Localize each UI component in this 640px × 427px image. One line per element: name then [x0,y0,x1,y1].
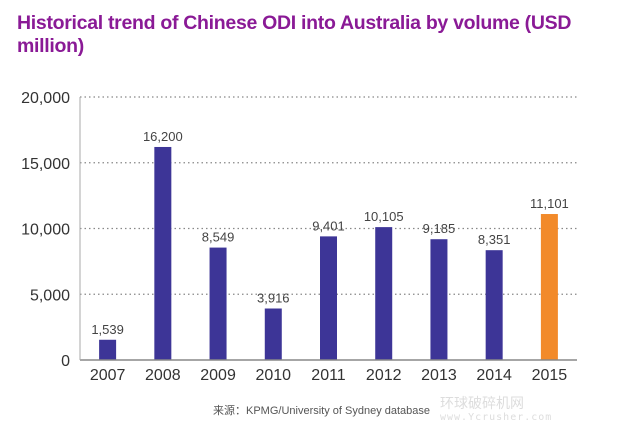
data-label: 1,539 [91,322,124,337]
y-tick-label: 10,000 [21,222,70,239]
x-tick-label: 2014 [476,367,512,384]
bar-2011 [320,236,337,360]
x-tick-label: 2008 [145,367,181,384]
data-label: 8,351 [478,232,511,247]
y-axis-ticks: 0 5,000 10,000 15,000 20,000 [21,90,70,370]
data-label: 16,200 [143,129,183,144]
data-label: 9,185 [423,221,456,236]
chart-title: Historical trend of Chinese ODI into Aus… [17,12,572,57]
y-tick-label: 0 [61,353,70,370]
y-tick-label: 15,000 [21,156,70,173]
watermark: 环球破碎机网 [440,396,524,412]
bar-2008 [154,146,172,360]
data-label: 11,101 [530,196,569,211]
x-tick-label: 2011 [311,367,346,384]
bar-2007 [99,339,117,360]
y-tick-label: 5,000 [30,287,70,304]
bar-2013 [430,239,448,360]
x-tick-label: 2009 [200,367,236,384]
x-tick-label: 2007 [90,367,126,384]
x-tick-label: 2012 [366,367,402,384]
bars [99,146,558,360]
x-tick-label: 2015 [532,367,568,384]
data-label: 8,549 [202,230,235,245]
data-labels: 1,539 16,200 8,549 3,916 9,401 10,105 9,185 8,3… [91,129,568,337]
y-tick-label: 20,000 [21,90,70,107]
source-note: 来源：KPMG/University of Sydney database [213,405,431,417]
x-axis-ticks: 2007 2008 2009 2010 2011 2012 2013 2014 2015 [90,367,567,384]
bar-2009 [209,247,227,360]
watermark-url: www.Ycrusher.com [440,412,553,423]
bar-2012 [375,227,393,360]
data-label: 9,401 [312,218,345,233]
bar-2014 [485,250,503,360]
x-tick-label: 2013 [421,367,457,384]
x-tick-label: 2010 [255,367,291,384]
bar-2010 [264,308,282,360]
data-label: 3,916 [257,291,290,306]
data-label: 10,105 [364,209,404,224]
bar-2015 [540,214,558,360]
